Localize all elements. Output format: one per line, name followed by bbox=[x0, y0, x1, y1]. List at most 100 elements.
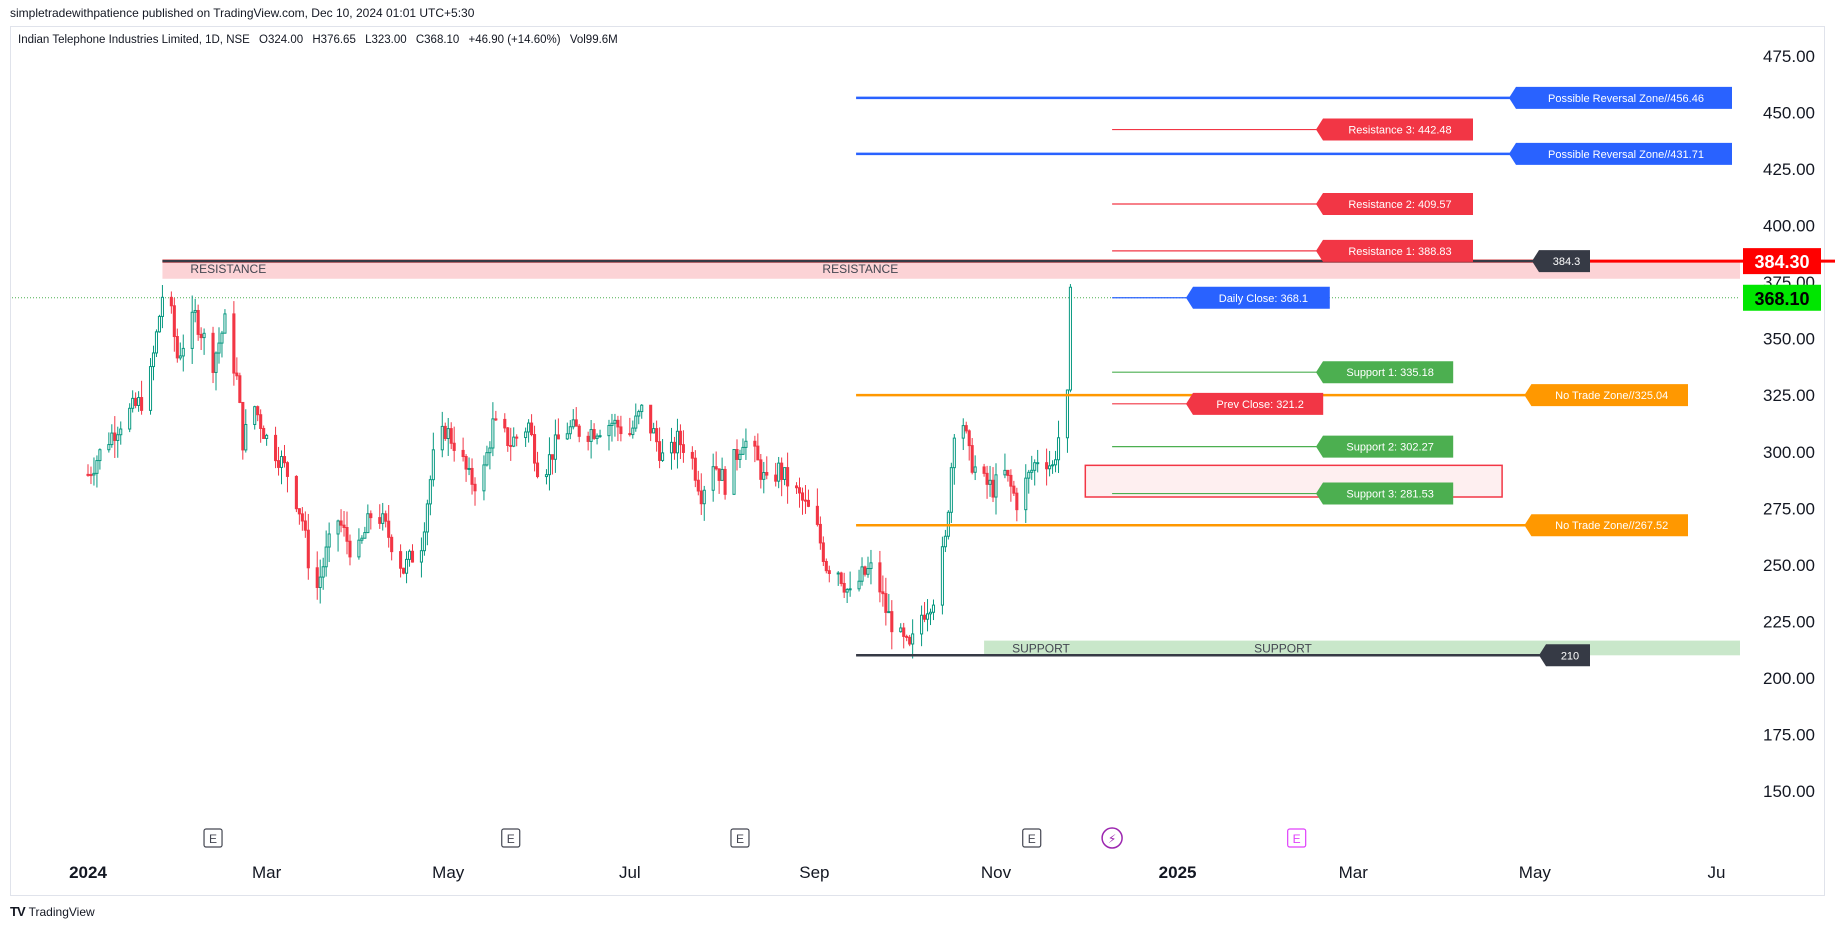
candle-body bbox=[774, 474, 778, 482]
level-tag-label: Resistance 2: 409.57 bbox=[1348, 199, 1451, 211]
candle-body bbox=[1068, 286, 1072, 391]
candle-body bbox=[137, 397, 141, 406]
candle-body bbox=[928, 611, 933, 615]
level-tag bbox=[1539, 644, 1590, 667]
candle-body bbox=[634, 415, 638, 429]
x-tick-label: Mar bbox=[252, 863, 282, 882]
candle-body bbox=[1053, 459, 1058, 466]
candle-body bbox=[815, 505, 819, 525]
candle-body bbox=[297, 508, 301, 515]
y-tick-label: 250.00 bbox=[1763, 556, 1815, 575]
time-axis: 2024 Mar May Jul Sep Nov 2025 Mar May Ju bbox=[69, 863, 1725, 882]
candle-body bbox=[533, 434, 537, 464]
zone-label: SUPPORT bbox=[1012, 642, 1070, 656]
earnings-markers: E E E E ⚡ E bbox=[203, 827, 1307, 849]
y-tick-label: 200.00 bbox=[1763, 669, 1815, 688]
candle-body bbox=[949, 467, 953, 513]
level-tag bbox=[1509, 142, 1732, 165]
candle-body bbox=[151, 352, 156, 368]
candle-body bbox=[410, 550, 415, 563]
candle-body bbox=[160, 296, 164, 317]
price-badge bbox=[1743, 284, 1821, 311]
candle-body bbox=[1015, 492, 1019, 511]
candle-body bbox=[842, 582, 846, 593]
price-badge-label: 368.10 bbox=[1754, 289, 1809, 309]
candle-body bbox=[315, 567, 319, 588]
candle-body bbox=[193, 309, 197, 313]
x-tick-label: May bbox=[1519, 863, 1552, 882]
candle-body bbox=[884, 593, 888, 613]
earnings-icon bbox=[501, 828, 521, 848]
candle-body bbox=[509, 445, 513, 448]
level-tag bbox=[1316, 435, 1454, 458]
candle-body bbox=[446, 428, 450, 440]
candle-body bbox=[524, 431, 528, 439]
candle-body bbox=[303, 520, 307, 531]
candle-body bbox=[134, 397, 138, 406]
candle-body bbox=[568, 426, 572, 435]
candle-body bbox=[586, 435, 590, 442]
candle-body bbox=[381, 513, 385, 524]
candle-body bbox=[878, 562, 882, 593]
candle-body bbox=[887, 611, 891, 614]
candle-body bbox=[175, 336, 179, 359]
marker-label: E bbox=[1293, 832, 1301, 846]
candle-body bbox=[172, 305, 176, 338]
candle-body bbox=[157, 315, 161, 333]
candle-body bbox=[419, 550, 423, 563]
level-tag-label: Support 3: 281.53 bbox=[1346, 489, 1433, 501]
candle-body bbox=[235, 372, 239, 377]
chart-frame[interactable] bbox=[10, 26, 1825, 896]
candle-body bbox=[485, 452, 489, 466]
candle-body bbox=[905, 635, 909, 638]
candle-body bbox=[693, 457, 697, 481]
candle-body bbox=[669, 441, 674, 454]
level-tag bbox=[1509, 86, 1732, 109]
candle-body bbox=[967, 430, 971, 447]
candle-body bbox=[527, 422, 531, 433]
candle-body bbox=[202, 332, 206, 339]
candle-body bbox=[547, 454, 551, 476]
y-tick-label: 275.00 bbox=[1763, 499, 1815, 518]
candle-body bbox=[607, 424, 611, 437]
candle-body bbox=[857, 580, 861, 590]
candle-body bbox=[440, 425, 444, 451]
candle-body bbox=[128, 407, 132, 430]
level-tag-label: 210 bbox=[1561, 650, 1579, 662]
level-tag bbox=[1316, 482, 1454, 505]
candle-body bbox=[348, 540, 352, 558]
candle-body bbox=[369, 513, 373, 519]
candle-body bbox=[274, 434, 278, 462]
candle-body bbox=[735, 449, 739, 460]
candle-body bbox=[300, 513, 304, 522]
candle-body bbox=[244, 424, 248, 451]
candle-body bbox=[1030, 469, 1034, 473]
candle-body bbox=[661, 452, 665, 461]
candle-body bbox=[970, 445, 974, 473]
candle-body bbox=[699, 490, 703, 505]
candle-body bbox=[360, 537, 364, 541]
footer: TV TradingView bbox=[10, 904, 95, 919]
candle-body bbox=[110, 432, 114, 446]
candle-body bbox=[800, 492, 805, 501]
candle-body bbox=[1003, 469, 1007, 476]
candle-body bbox=[512, 436, 516, 447]
candle-body bbox=[407, 550, 412, 560]
candle-body bbox=[1024, 477, 1028, 511]
candle-body bbox=[655, 428, 659, 443]
candle-body bbox=[863, 566, 867, 575]
x-tick-label: Nov bbox=[981, 863, 1012, 882]
candle-layer bbox=[86, 284, 1072, 659]
candle-body bbox=[866, 568, 870, 575]
candle-body bbox=[940, 546, 944, 606]
candle-body bbox=[178, 355, 182, 359]
candle-body bbox=[786, 467, 790, 487]
legend-open: O324.00 bbox=[259, 34, 304, 46]
candle-body bbox=[232, 313, 236, 374]
candle-body bbox=[628, 433, 632, 436]
candle-body bbox=[259, 414, 263, 429]
candle-body bbox=[241, 401, 245, 451]
candle-body bbox=[428, 479, 432, 505]
candle-body bbox=[678, 430, 682, 446]
